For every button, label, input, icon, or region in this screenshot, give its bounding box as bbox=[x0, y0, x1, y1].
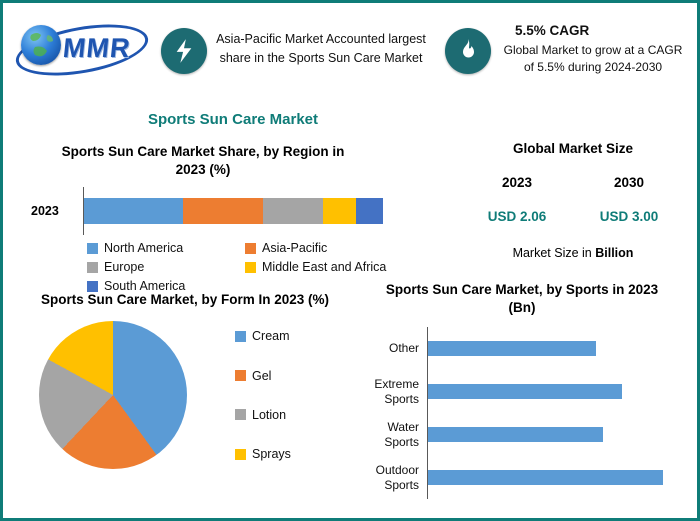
legend-label: Asia-Pacific bbox=[262, 241, 328, 256]
pie-legend-item-3: Sprays bbox=[235, 447, 291, 461]
legend-swatch bbox=[87, 261, 98, 273]
note-prefix: Market Size in bbox=[512, 246, 596, 260]
logo-text: MMR bbox=[61, 33, 133, 63]
sports-bar bbox=[428, 470, 663, 486]
pie-legend: Cream Gel Lotion Sprays bbox=[235, 329, 291, 461]
sports-bar bbox=[428, 427, 604, 443]
region-axis-label: 2023 bbox=[31, 204, 59, 219]
pie-content: Cream Gel Lotion Sprays bbox=[17, 321, 353, 470]
sports-bar bbox=[428, 341, 596, 357]
cagr-block: 5.5% CAGR Global Market to grow at a CAG… bbox=[497, 23, 689, 77]
sports-bar-chart: Sports Sun Care Market, by Sports in 202… bbox=[355, 281, 689, 500]
cagr-text: Global Market to grow at a CAGR of 5.5% … bbox=[503, 43, 683, 75]
sports-bar-label: Other bbox=[388, 341, 419, 356]
form-pie-chart: Sports Sun Care Market, by Form In 2023 … bbox=[17, 291, 353, 470]
sports-bar bbox=[428, 384, 622, 400]
legend-swatch bbox=[87, 280, 98, 292]
legend-label: Middle East and Africa bbox=[262, 260, 387, 275]
legend-swatch bbox=[235, 370, 246, 382]
fact-left-text: Asia-Pacific Market Accounted largest sh… bbox=[216, 32, 426, 65]
value-2030: USD 3.00 bbox=[599, 209, 659, 224]
legend-label: Cream bbox=[252, 329, 290, 344]
mmr-logo: MMR bbox=[12, 11, 158, 85]
sports-bar-label: Water Sports bbox=[384, 419, 419, 449]
sports-bar-row-0: Other bbox=[355, 327, 689, 371]
sports-bar-track bbox=[427, 456, 689, 500]
legend-label: Sprays bbox=[252, 447, 291, 462]
pie-chart-title: Sports Sun Care Market, by Form In 2023 … bbox=[40, 292, 330, 307]
legend-swatch bbox=[245, 242, 256, 254]
legend-swatch bbox=[245, 261, 256, 273]
pie-legend-item-1: Gel bbox=[235, 369, 291, 383]
region-segment-asia-pacific bbox=[182, 198, 264, 225]
legend-label: Lotion bbox=[252, 407, 287, 422]
flame-icon bbox=[445, 28, 491, 74]
region-segment-europe bbox=[263, 198, 324, 225]
sports-bar-track bbox=[427, 370, 689, 414]
legend-label: North America bbox=[104, 241, 184, 256]
market-size-title: Global Market Size bbox=[512, 141, 634, 156]
pie-legend-item-2: Lotion bbox=[235, 408, 291, 422]
market-size-panel: Global Market Size 2023 2030 USD 2.06 US… bbox=[461, 141, 685, 260]
market-size-years: 2023 2030 bbox=[461, 175, 685, 190]
legend-swatch bbox=[87, 242, 98, 254]
year-2030: 2030 bbox=[613, 175, 645, 190]
legend-label: South America bbox=[104, 279, 186, 294]
region-segment-north-america bbox=[84, 198, 183, 225]
region-legend-item-4: South America bbox=[87, 279, 237, 293]
region-segment-middle-east-and-africa bbox=[323, 198, 356, 225]
pie-legend-item-0: Cream bbox=[235, 329, 291, 343]
sports-rows: Other Extreme Sports Water Sports Outdoor S… bbox=[355, 327, 689, 500]
pie bbox=[39, 321, 187, 470]
market-size-note: Market Size in Billion bbox=[461, 246, 685, 260]
region-chart: Sports Sun Care Market Share, by Region … bbox=[17, 143, 389, 293]
region-legend-item-0: North America bbox=[87, 241, 237, 255]
page-title: Sports Sun Care Market bbox=[147, 111, 319, 128]
sports-bar-label: Outdoor Sports bbox=[375, 462, 419, 492]
market-size-values: USD 2.06 USD 3.00 bbox=[461, 209, 685, 224]
region-legend-item-1: Asia-Pacific bbox=[245, 241, 389, 255]
region-legend-item-3: Middle East and Africa bbox=[245, 260, 389, 274]
cagr-title: 5.5% CAGR bbox=[515, 23, 590, 38]
region-segment-south-america bbox=[356, 198, 383, 225]
region-stacked-bar bbox=[84, 198, 383, 225]
region-plot: 2023 bbox=[17, 187, 389, 236]
region-legend-item-2: Europe bbox=[87, 260, 237, 274]
region-axis bbox=[83, 187, 389, 236]
sports-bar-track bbox=[427, 413, 689, 457]
legend-label: Europe bbox=[104, 260, 145, 275]
lightning-icon bbox=[161, 28, 207, 74]
note-unit: Billion bbox=[595, 246, 634, 260]
sports-chart-title: Sports Sun Care Market, by Sports in 202… bbox=[385, 282, 659, 316]
legend-swatch bbox=[235, 448, 246, 460]
legend-swatch bbox=[235, 330, 246, 342]
region-chart-title: Sports Sun Care Market Share, by Region … bbox=[61, 144, 345, 178]
value-2023: USD 2.06 bbox=[487, 209, 547, 224]
sports-bar-track bbox=[427, 327, 689, 371]
sports-bar-label: Extreme Sports bbox=[374, 376, 419, 406]
region-legend: North America Asia-Pacific Europe Middle Ea… bbox=[87, 241, 389, 293]
legend-swatch bbox=[235, 409, 246, 421]
sports-bar-row-2: Water Sports bbox=[355, 413, 689, 457]
sports-bar-row-1: Extreme Sports bbox=[355, 370, 689, 414]
sports-bar-row-3: Outdoor Sports bbox=[355, 456, 689, 500]
globe-icon bbox=[21, 25, 61, 65]
year-2023: 2023 bbox=[501, 175, 533, 190]
legend-label: Gel bbox=[252, 368, 272, 383]
